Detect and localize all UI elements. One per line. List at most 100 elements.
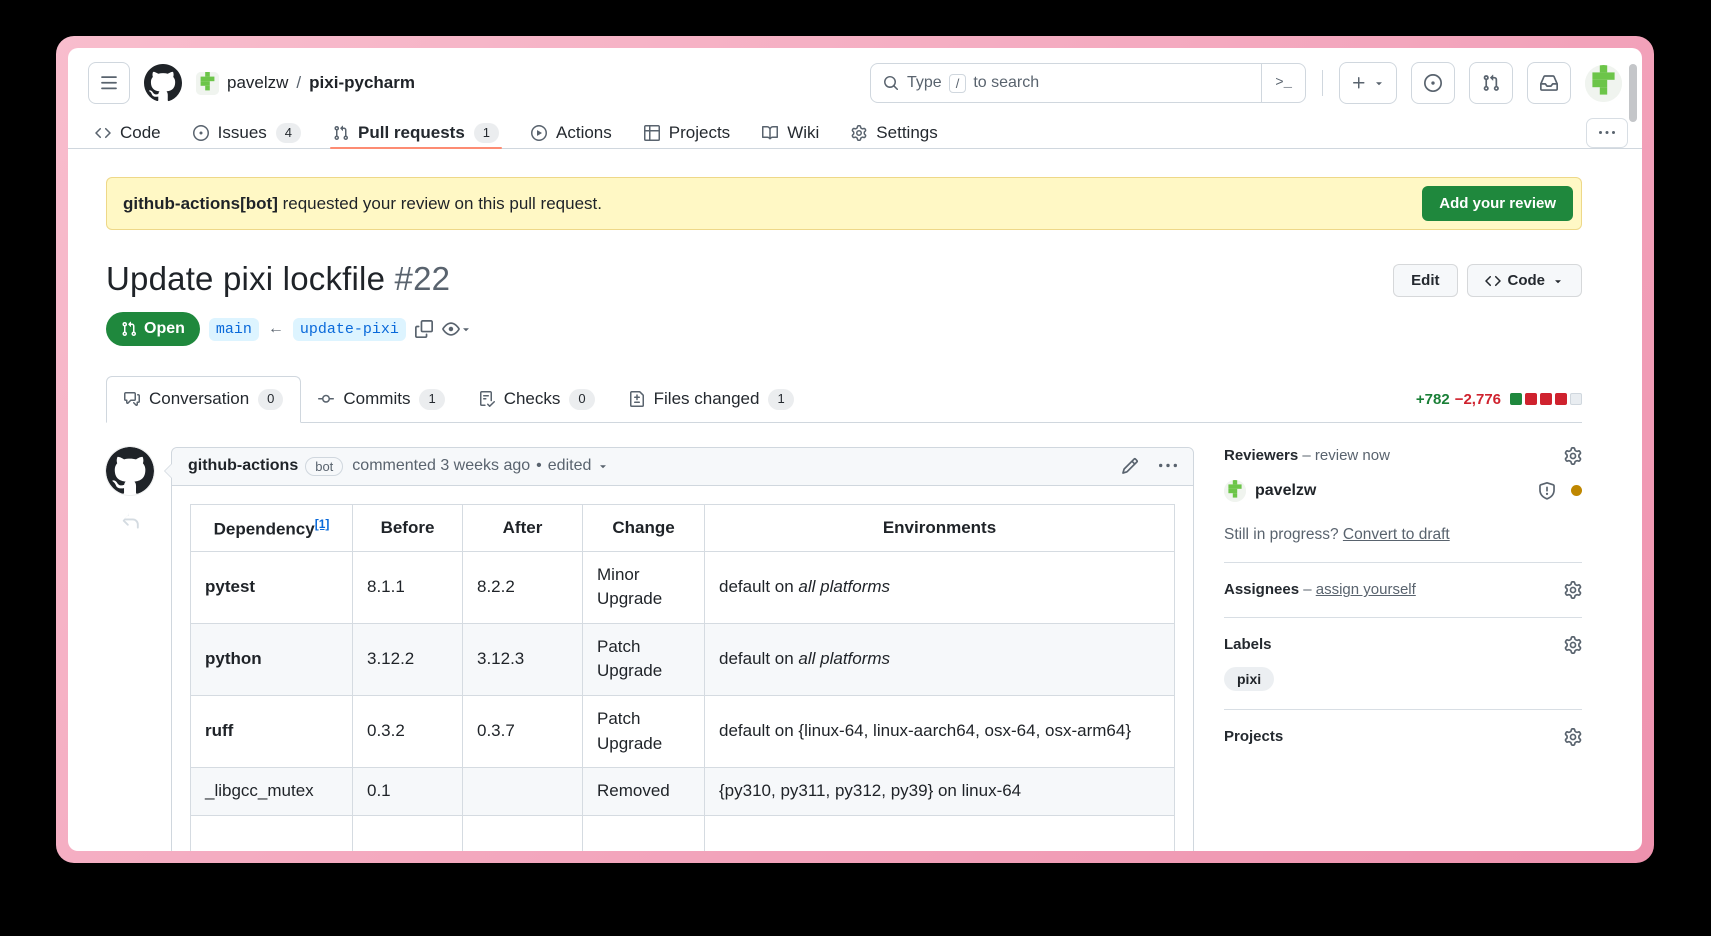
table-header-row: Dependency[1] Before After Change Enviro… xyxy=(190,503,1175,552)
diff-block-deletion xyxy=(1525,393,1537,406)
banner-actor: github-actions[bot] xyxy=(123,193,278,213)
comment-author[interactable]: github-actions xyxy=(188,457,299,475)
label-pixi[interactable]: pixi xyxy=(1224,666,1275,691)
search-placeholder-prefix: Type xyxy=(907,74,942,91)
header-divider xyxy=(1322,70,1323,96)
conversation-count: 0 xyxy=(258,389,284,410)
pr-state-row: Open main ← update-pixi xyxy=(106,312,1582,346)
gear-icon xyxy=(851,125,867,141)
tab-conversation[interactable]: Conversation 0 xyxy=(106,376,302,423)
github-logo[interactable] xyxy=(144,64,182,102)
labels-gear-icon[interactable] xyxy=(1564,636,1582,654)
labels-title: Labels xyxy=(1224,636,1272,654)
kebab-icon xyxy=(1599,125,1615,141)
pull-requests-dashboard-button[interactable] xyxy=(1469,62,1513,104)
github-app: pavelzw / pixi-pycharm Type / to search … xyxy=(68,48,1642,851)
tab-settings[interactable]: Settings xyxy=(838,118,950,148)
tab-projects[interactable]: Projects xyxy=(631,118,743,148)
col-dependency: Dependency[1] xyxy=(190,503,353,552)
slash-keycap: / xyxy=(948,73,967,93)
owner-avatar[interactable] xyxy=(196,71,219,95)
pr-number: #22 xyxy=(394,260,451,297)
reviewer-avatar[interactable] xyxy=(1224,479,1246,502)
pr-sidebar: Reviewers – review now pavelzw xyxy=(1224,447,1582,782)
table-icon xyxy=(644,125,660,141)
reviewer-name[interactable]: pavelzw xyxy=(1255,481,1317,499)
shield-alert-icon[interactable] xyxy=(1538,482,1556,500)
issue-opened-icon xyxy=(193,125,209,141)
search-icon xyxy=(883,75,899,91)
table-row-clipped xyxy=(190,815,1175,851)
identicon-icon xyxy=(1585,65,1622,102)
title-buttons: Edit Code xyxy=(1393,264,1582,297)
diff-block-deletion xyxy=(1555,393,1567,406)
tab-wiki[interactable]: Wiki xyxy=(749,118,832,148)
user-avatar[interactable] xyxy=(1585,64,1622,102)
bot-badge: bot xyxy=(305,456,344,476)
global-header: pavelzw / pixi-pycharm Type / to search … xyxy=(68,48,1642,118)
head-branch-label[interactable]: update-pixi xyxy=(292,317,406,341)
deletions-count: −2,776 xyxy=(1454,390,1501,408)
bot-avatar[interactable] xyxy=(106,446,154,495)
nav-overflow-button[interactable] xyxy=(1586,118,1628,148)
chevron-down-icon xyxy=(1552,275,1564,287)
reviewers-title: Reviewers xyxy=(1224,447,1299,465)
assign-yourself-link[interactable]: assign yourself xyxy=(1315,581,1416,599)
edit-button[interactable]: Edit xyxy=(1393,264,1458,297)
tab-checks[interactable]: Checks 0 xyxy=(462,377,612,422)
cell-after: 8.2.2 xyxy=(462,550,583,624)
cell-dependency: ruff xyxy=(190,695,353,769)
create-new-button[interactable] xyxy=(1339,62,1397,104)
cell-after: 0.3.7 xyxy=(462,695,583,769)
pr-title: Update pixi lockfile #22 xyxy=(106,260,451,297)
reviewers-gear-icon[interactable] xyxy=(1564,447,1582,465)
cell-before: 0.3.2 xyxy=(352,695,463,769)
projects-gear-icon[interactable] xyxy=(1564,728,1582,746)
timeline: github-actions bot commented 3 weeks ago… xyxy=(106,446,1194,851)
issues-count: 4 xyxy=(275,122,302,144)
breadcrumb-repo[interactable]: pixi-pycharm xyxy=(309,73,415,92)
tab-pull-requests[interactable]: Pull requests 1 xyxy=(320,118,512,149)
additions-count: +782 xyxy=(1415,390,1450,408)
draft-hint: Still in progress? Convert to draft xyxy=(1224,525,1450,543)
review-request-banner: github-actions[bot] requested your revie… xyxy=(106,177,1582,230)
pr-tabnav: Conversation 0 Commits 1 Checks 0 xyxy=(106,376,1582,423)
git-commit-icon xyxy=(318,391,334,407)
inbox-button[interactable] xyxy=(1527,62,1571,104)
banner-text: github-actions[bot] requested your revie… xyxy=(123,193,602,213)
issues-dashboard-button[interactable] xyxy=(1411,62,1455,104)
repo-navigation: Code Issues 4 Pull requests 1 Actions xyxy=(68,118,1642,149)
command-palette-button[interactable]: >_ xyxy=(1261,64,1305,102)
three-bars-icon xyxy=(100,74,118,92)
breadcrumb-owner[interactable]: pavelzw xyxy=(227,73,289,92)
assignees-title: Assignees xyxy=(1224,581,1300,599)
cell-dependency: pytest xyxy=(190,550,353,624)
hamburger-menu-button[interactable] xyxy=(88,62,130,104)
copy-branch-button[interactable] xyxy=(415,320,433,338)
convert-to-draft-link[interactable]: Convert to draft xyxy=(1342,525,1450,543)
code-dropdown-button[interactable]: Code xyxy=(1466,264,1582,297)
review-now-link[interactable]: – review now xyxy=(1302,447,1390,465)
base-branch-label[interactable]: main xyxy=(208,317,259,341)
assignees-gear-icon[interactable] xyxy=(1564,581,1582,599)
chevron-down-icon[interactable] xyxy=(597,460,609,472)
footnote-link[interactable]: [1] xyxy=(314,516,330,531)
tab-commits[interactable]: Commits 1 xyxy=(301,377,461,422)
add-your-review-button[interactable]: Add your review xyxy=(1422,186,1573,221)
watch-dropdown-button[interactable] xyxy=(442,320,472,338)
tab-issues[interactable]: Issues 4 xyxy=(180,118,314,148)
edit-comment-pencil-icon[interactable] xyxy=(1121,457,1139,475)
tab-code[interactable]: Code xyxy=(82,118,174,148)
play-icon xyxy=(531,125,547,141)
cell-after xyxy=(462,767,583,817)
edited-dropdown[interactable]: edited xyxy=(547,457,592,475)
pr-title-row: Update pixi lockfile #22 Edit Code xyxy=(106,260,1582,298)
tab-files-changed[interactable]: Files changed 1 xyxy=(612,377,811,422)
comment-card: github-actions bot commented 3 weeks ago… xyxy=(164,446,1194,851)
scrollbar-thumb[interactable] xyxy=(1629,64,1637,122)
plus-icon xyxy=(1351,75,1367,91)
breadcrumb: pavelzw / pixi-pycharm xyxy=(196,71,415,95)
comment-options-kebab-icon[interactable] xyxy=(1159,457,1177,475)
search-input[interactable]: Type / to search >_ xyxy=(870,63,1306,103)
tab-actions[interactable]: Actions xyxy=(518,118,625,148)
